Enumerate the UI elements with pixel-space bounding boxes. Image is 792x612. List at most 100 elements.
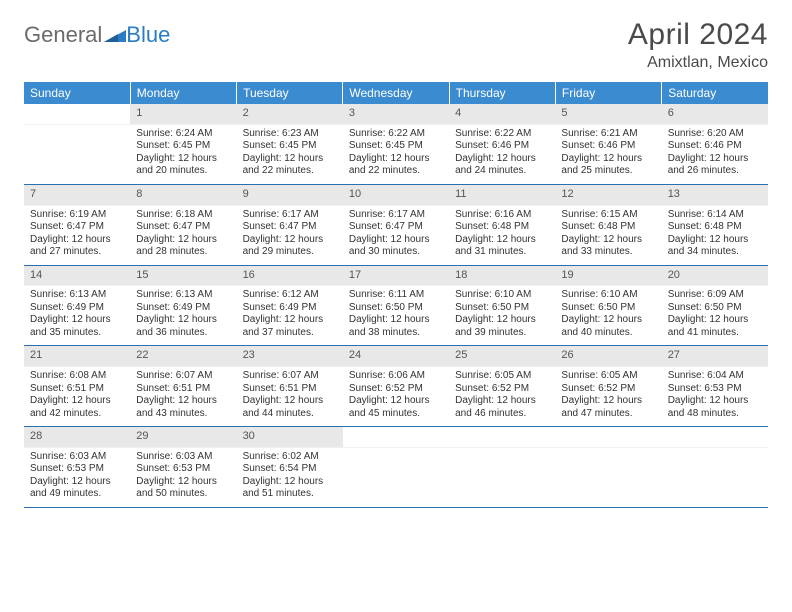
daylight-line: Daylight: 12 hours and 26 minutes.: [668, 153, 762, 178]
sunset-line: Sunset: 6:49 PM: [30, 302, 124, 315]
sunset-line: Sunset: 6:51 PM: [136, 383, 230, 396]
day-cell-body: Sunrise: 6:22 AMSunset: 6:45 PMDaylight:…: [343, 125, 449, 185]
daylight-line: Daylight: 12 hours and 28 minutes.: [136, 234, 230, 259]
day-cell-number: 26: [555, 346, 661, 367]
day-cell-body: Sunrise: 6:18 AMSunset: 6:47 PMDaylight:…: [130, 206, 236, 266]
day-cell-number: 19: [555, 266, 661, 287]
day-number: 21: [24, 346, 130, 367]
logo-text-blue: Blue: [126, 22, 170, 48]
sunset-line: Sunset: 6:48 PM: [561, 221, 655, 234]
day-cell-number: 22: [130, 346, 236, 367]
weekday-header: Saturday: [662, 82, 768, 104]
day-cell-body: Sunrise: 6:02 AMSunset: 6:54 PMDaylight:…: [237, 448, 343, 508]
sunrise-line: Sunrise: 6:07 AM: [136, 370, 230, 383]
day-number: 16: [237, 266, 343, 287]
sunset-line: Sunset: 6:45 PM: [243, 140, 337, 153]
day-cell-body: Sunrise: 6:03 AMSunset: 6:53 PMDaylight:…: [130, 448, 236, 508]
daylight-line: Daylight: 12 hours and 38 minutes.: [349, 314, 443, 339]
sunrise-line: Sunrise: 6:10 AM: [561, 289, 655, 302]
day-cell-body: Sunrise: 6:17 AMSunset: 6:47 PMDaylight:…: [343, 206, 449, 266]
day-number: 27: [662, 346, 768, 367]
sunrise-line: Sunrise: 6:15 AM: [561, 209, 655, 222]
day-cell-body: Sunrise: 6:07 AMSunset: 6:51 PMDaylight:…: [130, 367, 236, 427]
daylight-line: Daylight: 12 hours and 44 minutes.: [243, 395, 337, 420]
weekday-header: Tuesday: [237, 82, 343, 104]
weekday-header: Monday: [130, 82, 236, 104]
sunset-line: Sunset: 6:47 PM: [243, 221, 337, 234]
day-number: 28: [24, 427, 130, 448]
day-number: 8: [130, 185, 236, 206]
day-body: Sunrise: 6:05 AMSunset: 6:52 PMDaylight:…: [555, 367, 661, 426]
calendar-table: Sunday Monday Tuesday Wednesday Thursday…: [24, 82, 768, 508]
day-cell-number: 21: [24, 346, 130, 367]
day-cell-body: Sunrise: 6:22 AMSunset: 6:46 PMDaylight:…: [449, 125, 555, 185]
daylight-line: Daylight: 12 hours and 43 minutes.: [136, 395, 230, 420]
daylight-line: Daylight: 12 hours and 35 minutes.: [30, 314, 124, 339]
day-cell-body: Sunrise: 6:07 AMSunset: 6:51 PMDaylight:…: [237, 367, 343, 427]
day-number: 24: [343, 346, 449, 367]
sunset-line: Sunset: 6:52 PM: [349, 383, 443, 396]
daylight-line: Daylight: 12 hours and 50 minutes.: [136, 476, 230, 501]
day-cell-body: Sunrise: 6:19 AMSunset: 6:47 PMDaylight:…: [24, 206, 130, 266]
day-cell-body: Sunrise: 6:23 AMSunset: 6:45 PMDaylight:…: [237, 125, 343, 185]
daylight-line: Daylight: 12 hours and 25 minutes.: [561, 153, 655, 178]
sunrise-line: Sunrise: 6:13 AM: [136, 289, 230, 302]
day-cell-number: [24, 104, 130, 125]
day-cell-body: Sunrise: 6:10 AMSunset: 6:50 PMDaylight:…: [449, 286, 555, 346]
day-number: 13: [662, 185, 768, 206]
day-number: 15: [130, 266, 236, 287]
sunset-line: Sunset: 6:50 PM: [561, 302, 655, 315]
day-body: Sunrise: 6:04 AMSunset: 6:53 PMDaylight:…: [662, 367, 768, 426]
sunrise-line: Sunrise: 6:03 AM: [136, 451, 230, 464]
day-body: Sunrise: 6:03 AMSunset: 6:53 PMDaylight:…: [130, 448, 236, 507]
day-cell-number: [555, 427, 661, 448]
sunrise-line: Sunrise: 6:02 AM: [243, 451, 337, 464]
sunset-line: Sunset: 6:50 PM: [455, 302, 549, 315]
sunset-line: Sunset: 6:53 PM: [30, 463, 124, 476]
daylight-line: Daylight: 12 hours and 37 minutes.: [243, 314, 337, 339]
sunset-line: Sunset: 6:53 PM: [668, 383, 762, 396]
day-body: [555, 448, 661, 504]
daybody-row: Sunrise: 6:08 AMSunset: 6:51 PMDaylight:…: [24, 367, 768, 427]
sunrise-line: Sunrise: 6:11 AM: [349, 289, 443, 302]
day-body: Sunrise: 6:07 AMSunset: 6:51 PMDaylight:…: [237, 367, 343, 426]
day-body: Sunrise: 6:17 AMSunset: 6:47 PMDaylight:…: [237, 206, 343, 265]
daybody-row: Sunrise: 6:19 AMSunset: 6:47 PMDaylight:…: [24, 206, 768, 266]
day-body: Sunrise: 6:21 AMSunset: 6:46 PMDaylight:…: [555, 125, 661, 184]
day-number: 10: [343, 185, 449, 206]
day-cell-body: [449, 448, 555, 508]
day-number: 2: [237, 104, 343, 125]
logo: General Blue: [24, 22, 170, 48]
day-cell-body: Sunrise: 6:24 AMSunset: 6:45 PMDaylight:…: [130, 125, 236, 185]
day-cell-number: 27: [662, 346, 768, 367]
daylight-line: Daylight: 12 hours and 34 minutes.: [668, 234, 762, 259]
sunrise-line: Sunrise: 6:18 AM: [136, 209, 230, 222]
day-number: 19: [555, 266, 661, 287]
sunrise-line: Sunrise: 6:14 AM: [668, 209, 762, 222]
sunset-line: Sunset: 6:52 PM: [561, 383, 655, 396]
daylight-line: Daylight: 12 hours and 29 minutes.: [243, 234, 337, 259]
sunrise-line: Sunrise: 6:06 AM: [349, 370, 443, 383]
sunrise-line: Sunrise: 6:08 AM: [30, 370, 124, 383]
day-cell-number: [449, 427, 555, 448]
day-number: 6: [662, 104, 768, 125]
daynum-row: 21222324252627: [24, 346, 768, 367]
day-cell-body: Sunrise: 6:11 AMSunset: 6:50 PMDaylight:…: [343, 286, 449, 346]
day-cell-body: [343, 448, 449, 508]
day-body: Sunrise: 6:22 AMSunset: 6:46 PMDaylight:…: [449, 125, 555, 184]
day-number: 3: [343, 104, 449, 125]
day-cell-number: 24: [343, 346, 449, 367]
day-cell-number: 17: [343, 266, 449, 287]
sunrise-line: Sunrise: 6:05 AM: [455, 370, 549, 383]
daylight-line: Daylight: 12 hours and 27 minutes.: [30, 234, 124, 259]
day-number: 1: [130, 104, 236, 125]
daylight-line: Daylight: 12 hours and 39 minutes.: [455, 314, 549, 339]
day-number: 23: [237, 346, 343, 367]
day-body: Sunrise: 6:02 AMSunset: 6:54 PMDaylight:…: [237, 448, 343, 507]
sunset-line: Sunset: 6:49 PM: [136, 302, 230, 315]
daylight-line: Daylight: 12 hours and 42 minutes.: [30, 395, 124, 420]
day-body: Sunrise: 6:14 AMSunset: 6:48 PMDaylight:…: [662, 206, 768, 265]
day-body: Sunrise: 6:03 AMSunset: 6:53 PMDaylight:…: [24, 448, 130, 507]
daynum-row: 78910111213: [24, 185, 768, 206]
day-cell-body: Sunrise: 6:13 AMSunset: 6:49 PMDaylight:…: [130, 286, 236, 346]
